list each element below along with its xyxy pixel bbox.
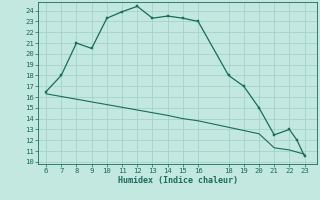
X-axis label: Humidex (Indice chaleur): Humidex (Indice chaleur)	[118, 176, 238, 185]
